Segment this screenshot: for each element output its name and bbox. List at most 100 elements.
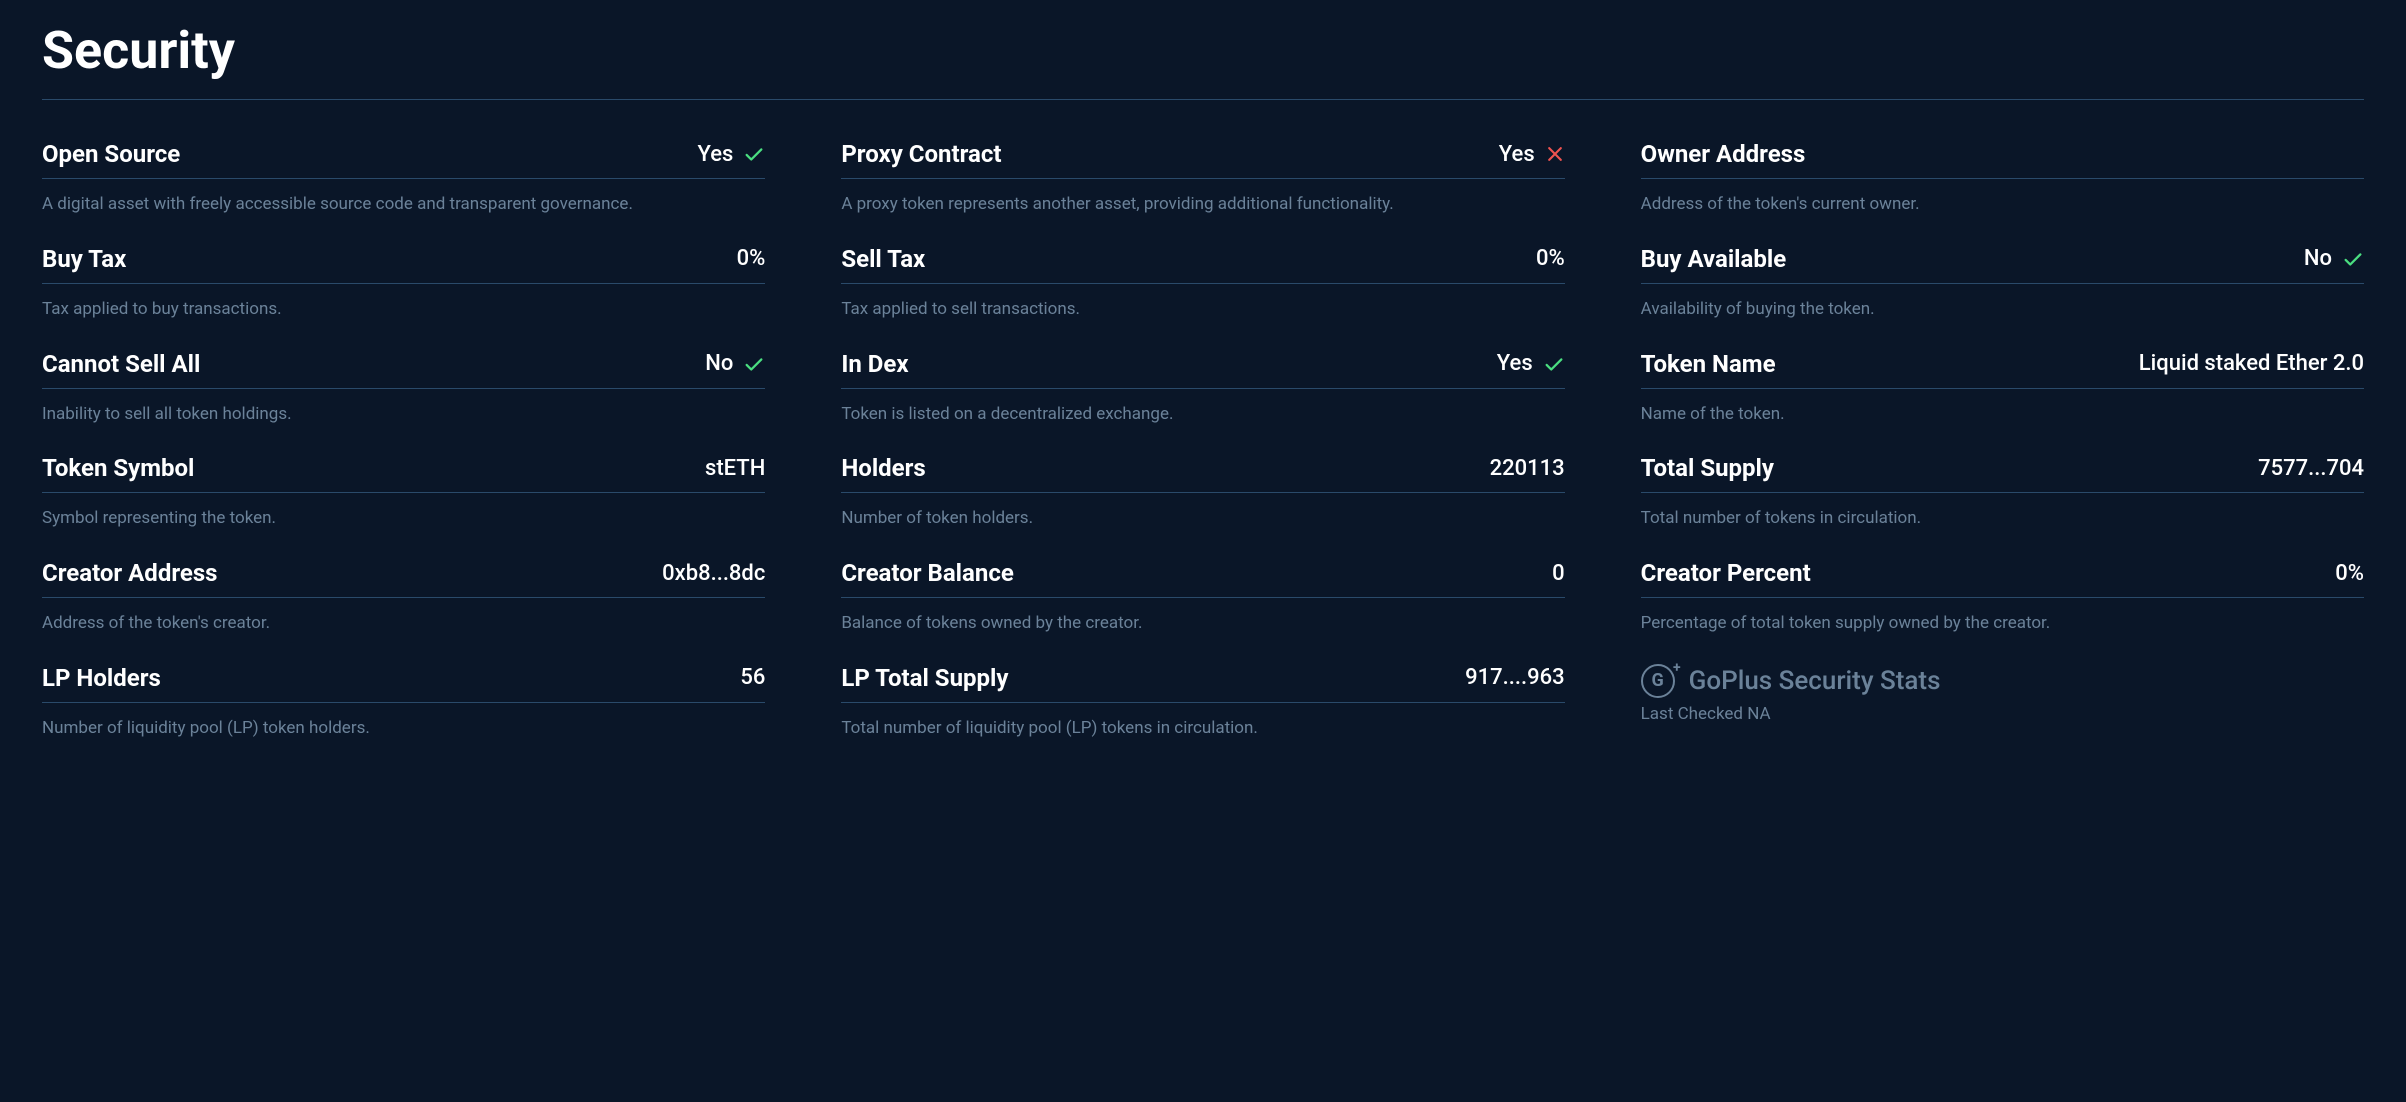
card-label: In Dex	[841, 350, 908, 378]
card-value-text: 0	[1552, 561, 1565, 586]
card-label: Open Source	[42, 140, 180, 168]
card-description: Token is listed on a decentralized excha…	[841, 403, 1564, 427]
card-value: 917....963	[1465, 665, 1564, 690]
card-description: Availability of buying the token.	[1641, 298, 2364, 322]
stats-subtitle: Last Checked NA	[1641, 704, 2364, 724]
card-description: Inability to sell all token holdings.	[42, 403, 765, 427]
card-label: LP Holders	[42, 664, 161, 692]
card-value: 0	[1552, 561, 1565, 586]
card-value: 0%	[2335, 561, 2364, 586]
goplus-logo-icon: G	[1641, 664, 1675, 698]
card-head: Token Name Liquid staked Ether 2.0	[1641, 350, 2364, 389]
card-value-text: Yes	[1497, 351, 1533, 376]
card-head: Creator Balance 0	[841, 559, 1564, 598]
card-value: 0xb8...8dc	[662, 561, 765, 586]
page-title: Security	[42, 20, 2364, 81]
card-value-text: Yes	[1499, 142, 1535, 167]
card-head: Total Supply 7577...704	[1641, 454, 2364, 493]
card-value: Liquid staked Ether 2.0	[2139, 351, 2364, 376]
card-head: Proxy Contract Yes	[841, 140, 1564, 179]
stats-head: G GoPlus Security Stats	[1641, 664, 2364, 698]
card-label: Owner Address	[1641, 140, 1806, 168]
security-card: Creator Percent 0% Percentage of total tok…	[1641, 559, 2364, 636]
security-card: Token Name Liquid staked Ether 2.0 Name of…	[1641, 350, 2364, 427]
card-value: Yes	[697, 142, 765, 167]
card-value: No	[2304, 246, 2364, 271]
security-card: Creator Address 0xb8...8dc Address of the …	[42, 559, 765, 636]
check-icon	[743, 353, 765, 375]
card-description: Address of the token's current owner.	[1641, 193, 2364, 217]
security-card: In Dex Yes Token is listed on a decentrali…	[841, 350, 1564, 427]
card-value: Yes	[1499, 142, 1565, 167]
card-label: Token Symbol	[42, 454, 194, 482]
security-card: Creator Balance 0 Balance of tokens owned …	[841, 559, 1564, 636]
security-card: Total Supply7577...704Total number of to…	[1641, 454, 2364, 531]
card-label: Cannot Sell All	[42, 350, 200, 378]
security-card: Sell Tax 0% Tax applied to sell transactio…	[841, 245, 1564, 322]
security-card: Owner Address Address of the token's curr…	[1641, 140, 2364, 217]
card-value-text: stETH	[705, 456, 765, 481]
check-icon	[2342, 248, 2364, 270]
card-head: LP Holders 56	[42, 664, 765, 703]
card-value-text: No	[705, 351, 733, 376]
card-value-text: Liquid staked Ether 2.0	[2139, 351, 2364, 376]
card-value: stETH	[705, 456, 765, 481]
card-label: LP Total Supply	[841, 664, 1008, 692]
card-value-text: 917....963	[1465, 665, 1564, 690]
card-label: Creator Balance	[841, 559, 1013, 587]
card-head: Holders 220113	[841, 454, 1564, 493]
card-head: Owner Address	[1641, 140, 2364, 179]
card-label: Buy Tax	[42, 245, 126, 273]
card-value: 220113	[1490, 456, 1565, 481]
card-value: 56	[740, 665, 765, 690]
security-card: Cannot Sell All No Inability to sell all t…	[42, 350, 765, 427]
card-head: Token Symbol stETH	[42, 454, 765, 493]
security-card: Buy Tax 0% Tax applied to buy transactions…	[42, 245, 765, 322]
card-label: Sell Tax	[841, 245, 925, 273]
card-value-text: 220113	[1490, 456, 1565, 481]
title-divider	[42, 99, 2364, 100]
card-value-text: Yes	[697, 142, 733, 167]
card-description: Percentage of total token supply owned b…	[1641, 612, 2364, 636]
check-icon	[743, 143, 765, 165]
card-description: Tax applied to sell transactions.	[841, 298, 1564, 322]
card-label: Buy Available	[1641, 245, 1787, 273]
security-card: LP Total Supply 917....963 Total number of…	[841, 664, 1564, 741]
card-description: Number of liquidity pool (LP) token hold…	[42, 717, 765, 741]
card-label: Proxy Contract	[841, 140, 1001, 168]
card-value: 0%	[737, 246, 766, 271]
card-head: Sell Tax 0%	[841, 245, 1564, 284]
check-icon	[1543, 353, 1565, 375]
card-label: Creator Address	[42, 559, 218, 587]
card-value: 0%	[1536, 246, 1565, 271]
card-head: Cannot Sell All No	[42, 350, 765, 389]
card-description: Name of the token.	[1641, 403, 2364, 427]
card-description: A proxy token represents another asset, …	[841, 193, 1564, 217]
card-label: Token Name	[1641, 350, 1776, 378]
card-description: A digital asset with freely accessible s…	[42, 193, 765, 217]
card-value: No	[705, 351, 765, 376]
card-head: Creator Address 0xb8...8dc	[42, 559, 765, 598]
card-head: Buy Tax 0%	[42, 245, 765, 284]
card-value-text: 7577...704	[2258, 456, 2364, 481]
security-card: Holders 220113 Number of token holders.	[841, 454, 1564, 531]
card-description: Balance of tokens owned by the creator.	[841, 612, 1564, 636]
stats-title: GoPlus Security Stats	[1689, 666, 1941, 696]
security-card: Proxy Contract Yes A proxy token represent…	[841, 140, 1564, 217]
card-description: Tax applied to buy transactions.	[42, 298, 765, 322]
card-description: Total number of liquidity pool (LP) toke…	[841, 717, 1564, 741]
card-head: Creator Percent 0%	[1641, 559, 2364, 598]
card-head: In Dex Yes	[841, 350, 1564, 389]
card-head: Open Source Yes	[42, 140, 765, 179]
card-value-text: 0%	[1536, 246, 1565, 271]
card-value-text: No	[2304, 246, 2332, 271]
card-value-text: 56	[740, 665, 765, 690]
card-value-text: 0%	[737, 246, 766, 271]
card-head: LP Total Supply 917....963	[841, 664, 1564, 703]
card-label: Holders	[841, 454, 925, 482]
card-description: Number of token holders.	[841, 507, 1564, 531]
card-label: Creator Percent	[1641, 559, 1811, 587]
security-card: Token SymbolstETHSymbol representing the…	[42, 454, 765, 531]
card-label: Total Supply	[1641, 454, 1774, 482]
card-description: Address of the token's creator.	[42, 612, 765, 636]
